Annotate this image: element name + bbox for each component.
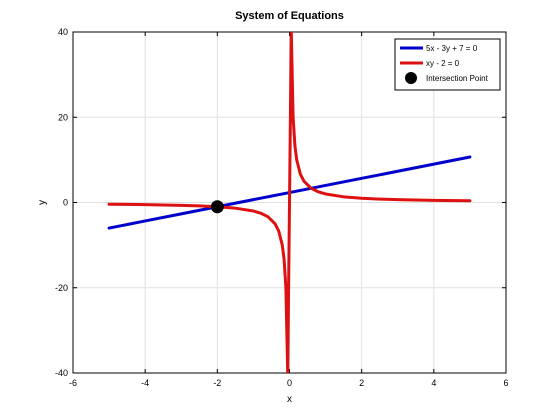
- x-axis-label: x: [287, 394, 292, 405]
- x-tick-label: 0: [287, 378, 292, 388]
- point-markers: [210, 200, 224, 214]
- x-axis-ticks: -6 -4 -2 0 2 4 6: [69, 32, 509, 388]
- x-tick-label: 6: [503, 378, 508, 388]
- y-axis-ticks: -40 -20 0 20 40: [55, 27, 506, 378]
- x-tick-label: 4: [431, 378, 436, 388]
- y-tick-label: 20: [58, 112, 68, 122]
- x-tick-label: -6: [69, 378, 77, 388]
- y-tick-label: -20: [55, 283, 68, 293]
- legend-label-1: 5x - 3y + 7 = 0: [426, 44, 478, 53]
- legend-swatch-point: [405, 72, 417, 84]
- y-axis-label: y: [37, 200, 48, 205]
- legend: 5x - 3y + 7 = 0 xy - 2 = 0 Intersection Po…: [394, 38, 501, 91]
- series-line-2: [107, 32, 472, 373]
- x-tick-label: -2: [213, 378, 221, 388]
- y-tick-label: -40: [55, 368, 68, 378]
- x-tick-label: -4: [141, 378, 149, 388]
- chart-title: System of Equations: [235, 10, 344, 22]
- legend-label-3: Intersection Point: [426, 74, 489, 83]
- intersection-point-marker: [210, 200, 224, 214]
- series-lines: [107, 32, 472, 373]
- y-tick-label: 0: [63, 198, 68, 208]
- y-tick-label: 40: [58, 27, 68, 37]
- legend-label-2: xy - 2 = 0: [426, 59, 460, 68]
- x-tick-label: 2: [359, 378, 364, 388]
